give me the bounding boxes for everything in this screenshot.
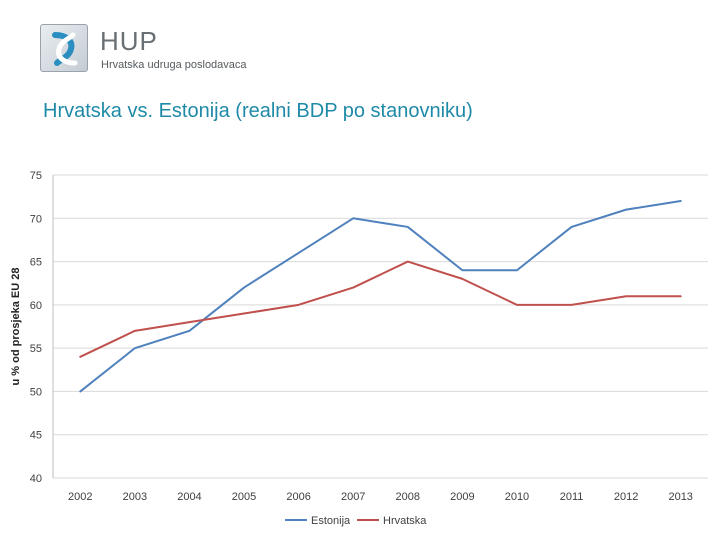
y-axis-title: u % od prosjeka EU 28 [10,268,22,386]
legend-label-hrvatska: Hrvatska [383,515,427,527]
hup-logo: HUP Hrvatska udruga poslodavaca [40,24,270,76]
y-tick-label: 70 [30,213,42,225]
x-tick-label: 2004 [177,491,201,503]
x-tick-label: 2009 [450,491,474,503]
x-tick-label: 2002 [68,491,92,503]
x-tick-label: 2013 [668,491,692,503]
x-tick-label: 2006 [286,491,310,503]
x-tick-label: 2010 [505,491,529,503]
y-tick-label: 40 [30,473,42,485]
logo-subtitle: Hrvatska udruga poslodavaca [101,59,247,71]
series-line-hrvatska [79,260,682,358]
x-tick-label: 2005 [232,491,256,503]
y-tick-label: 55 [30,343,42,355]
y-tick-label: 75 [30,170,42,182]
y-tick-label: 60 [30,300,42,312]
y-tick-label: 45 [30,430,42,442]
hup-logo-icon [40,24,88,72]
legend-label-estonija: Estonija [311,515,351,527]
slide-title: Hrvatska vs. Estonija (realni BDP po sta… [43,100,473,122]
y-tick-label: 65 [30,257,42,269]
line-chart: 40 45 50 55 60 65 70 75 2002 2003 2004 2005 2006 2007… [10,170,708,527]
y-tick-label: 50 [30,386,42,398]
x-tick-label: 2011 [560,491,584,503]
x-tick-label: 2007 [341,491,365,503]
x-tick-label: 2012 [614,491,638,503]
series-line-estonija [79,199,682,393]
x-tick-label: 2008 [396,491,420,503]
logo-name: HUP [100,26,158,56]
x-tick-label: 2003 [123,491,147,503]
